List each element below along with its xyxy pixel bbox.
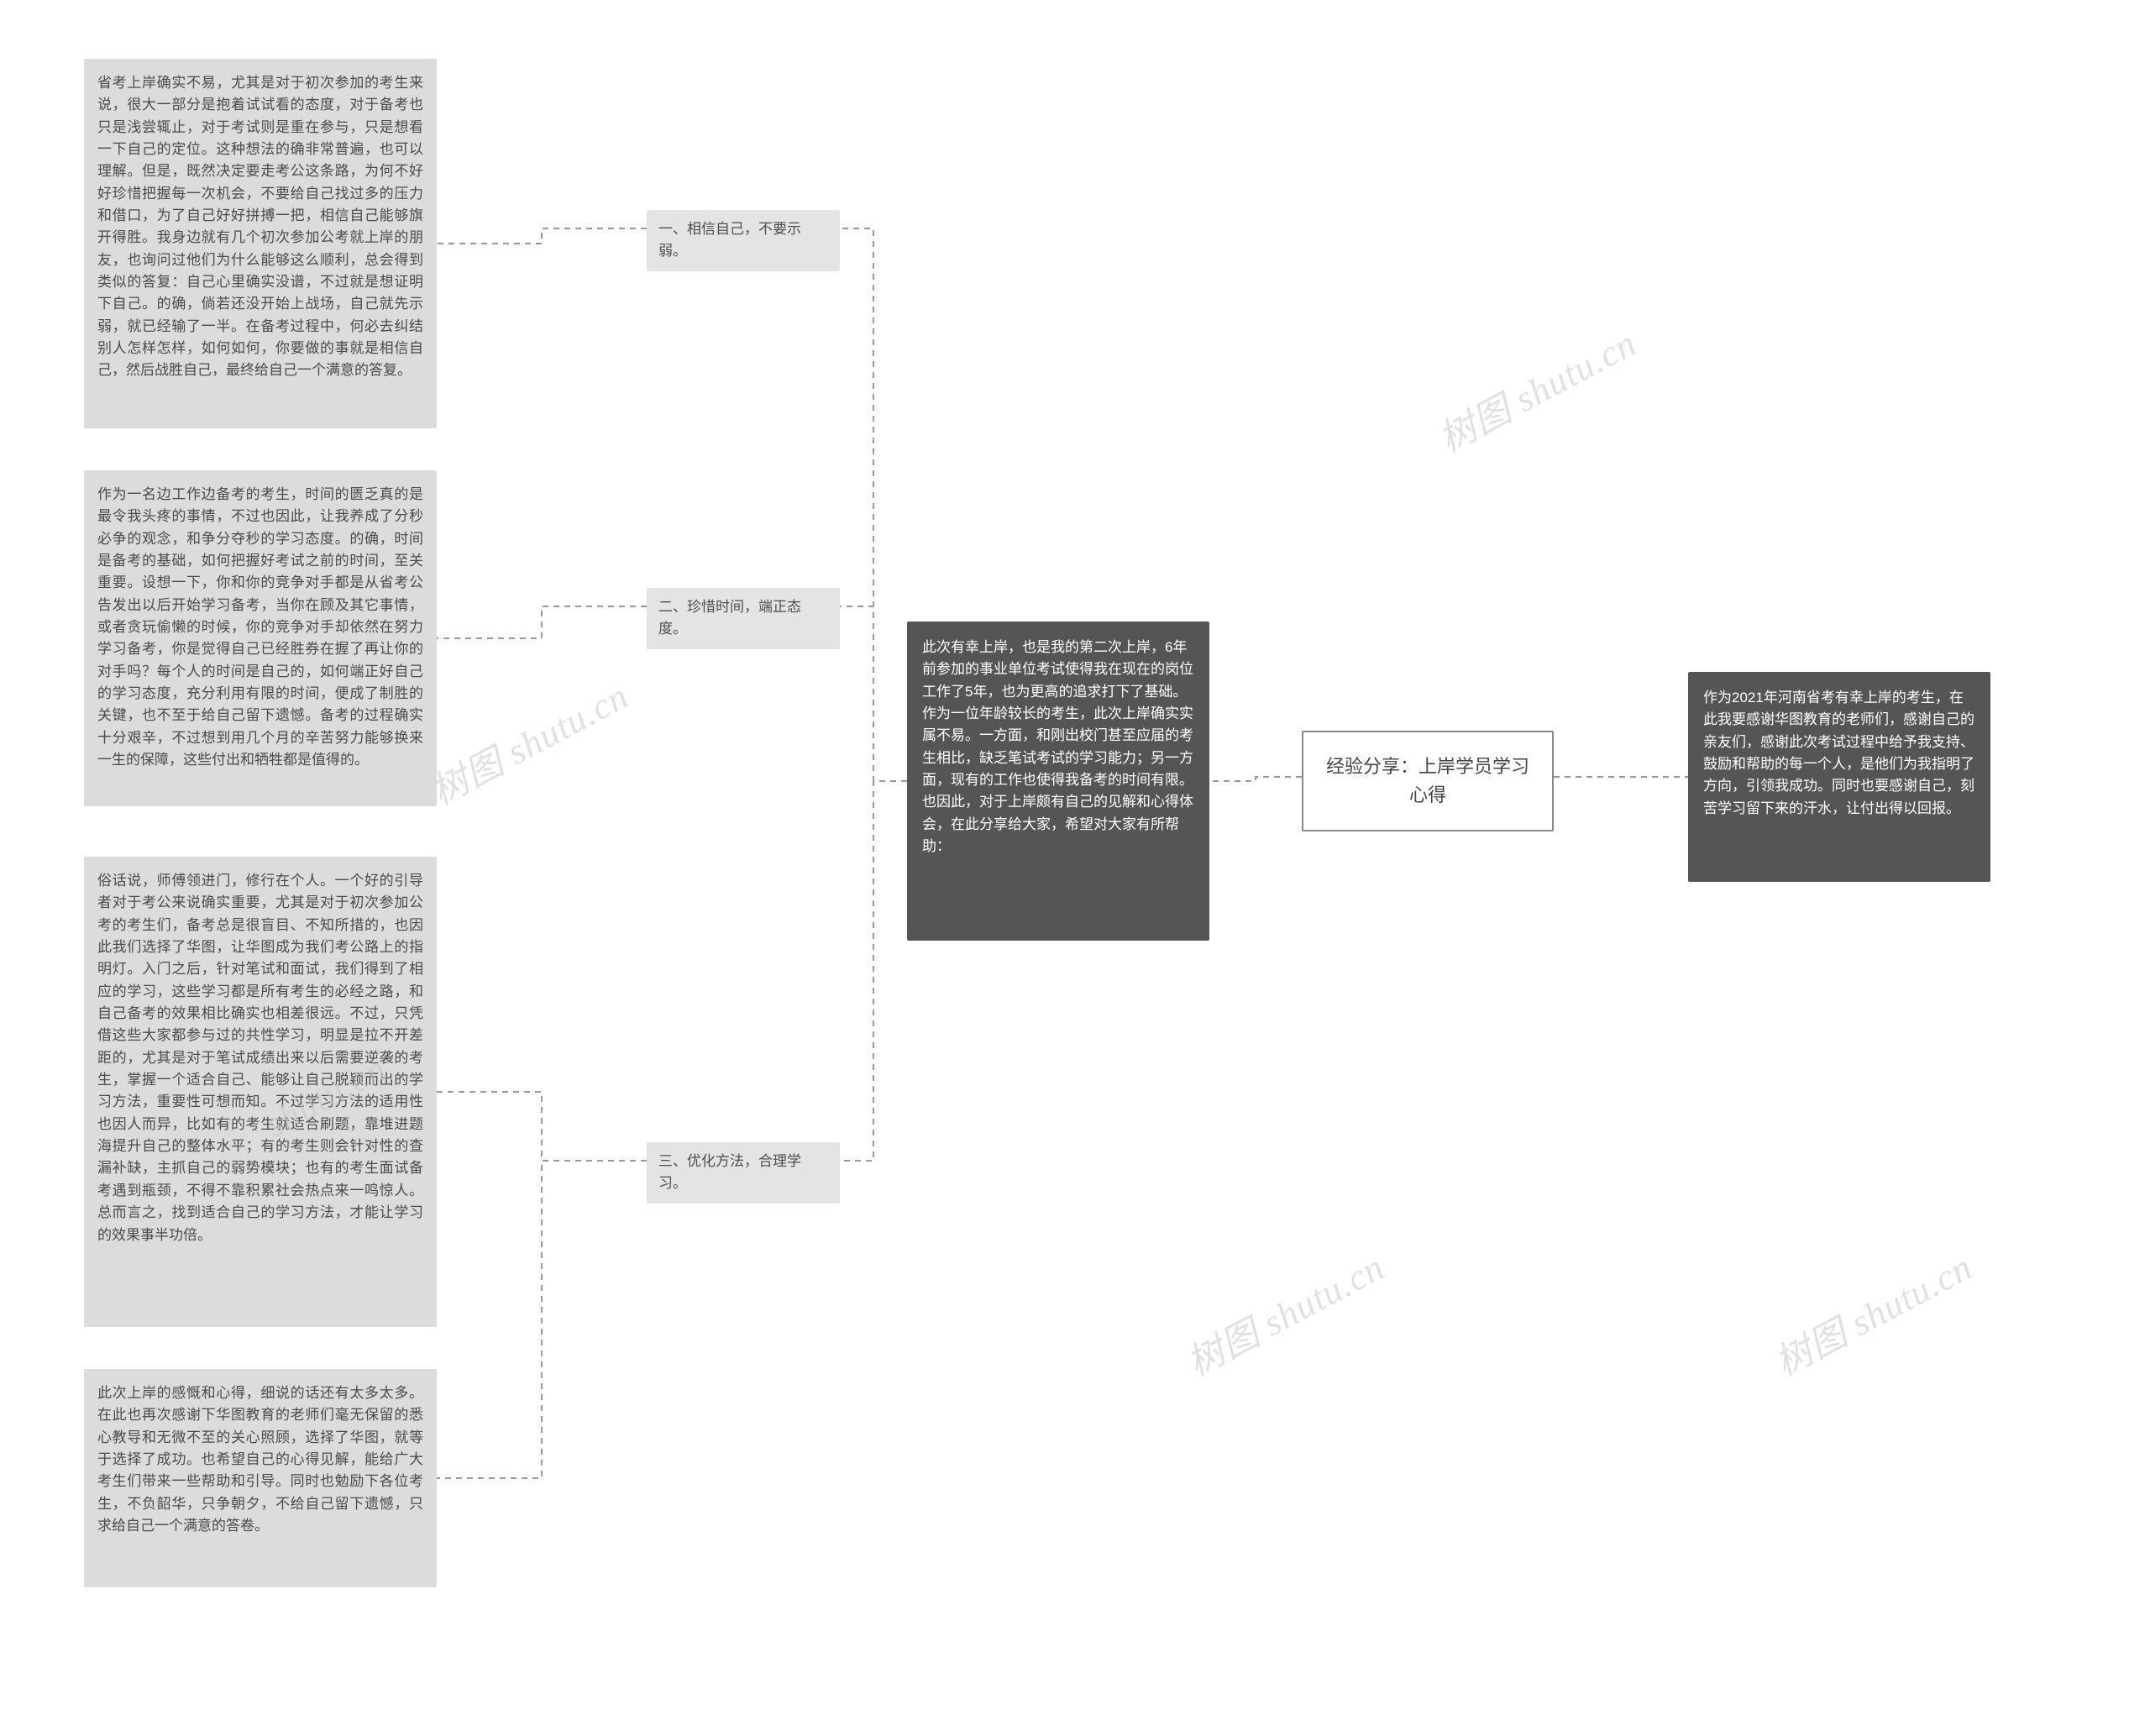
body-node-2: 俗话说，师傅领进门，修行在个人。一个好的引导者对于考公来说确实重要，尤其是对于初… — [84, 857, 437, 1327]
body-node-0: 省考上岸确实不易，尤其是对于初次参加的考生来说，很大一部分是抱着试试看的态度，对… — [84, 59, 437, 428]
connector — [840, 606, 907, 781]
connector — [1209, 777, 1302, 781]
connector — [840, 228, 907, 781]
watermark-3: 树图 shutu.cn — [1176, 1237, 1392, 1387]
watermark-0: 树图 shutu.cn — [420, 666, 637, 816]
connector — [437, 606, 647, 638]
tip-node-1: 二、珍惜时间，端正态度。 — [647, 588, 840, 649]
connector — [437, 1092, 647, 1161]
connector — [437, 228, 647, 244]
connector — [840, 781, 907, 1161]
tip-node-0: 一、相信自己，不要示弱。 — [647, 210, 840, 271]
tip-node-2: 三、优化方法，合理学习。 — [647, 1142, 840, 1204]
connector — [437, 1161, 647, 1478]
intro-node: 此次有幸上岸，也是我的第二次上岸，6年前参加的事业单位考试使得我在现在的岗位工作… — [907, 621, 1209, 941]
mindmap-canvas: 经验分享：上岸学员学习心得 此次有幸上岸，也是我的第二次上岸，6年前参加的事业单… — [0, 0, 2150, 1736]
body-node-3: 此次上岸的感慨和心得，细说的话还有太多太多。在此也再次感谢下华图教育的老师们毫无… — [84, 1369, 437, 1587]
body-node-1: 作为一名边工作边备考的考生，时间的匮乏真的是最令我头疼的事情，不过也因此，让我养… — [84, 470, 437, 806]
watermark-2: 树图 shutu.cn — [1428, 313, 1644, 463]
watermark-4: 树图 shutu.cn — [1764, 1237, 1980, 1387]
thanks-node: 作为2021年河南省考有幸上岸的考生，在此我要感谢华图教育的老师们，感谢自己的亲… — [1688, 672, 1990, 882]
center-node: 经验分享：上岸学员学习心得 — [1302, 731, 1554, 831]
